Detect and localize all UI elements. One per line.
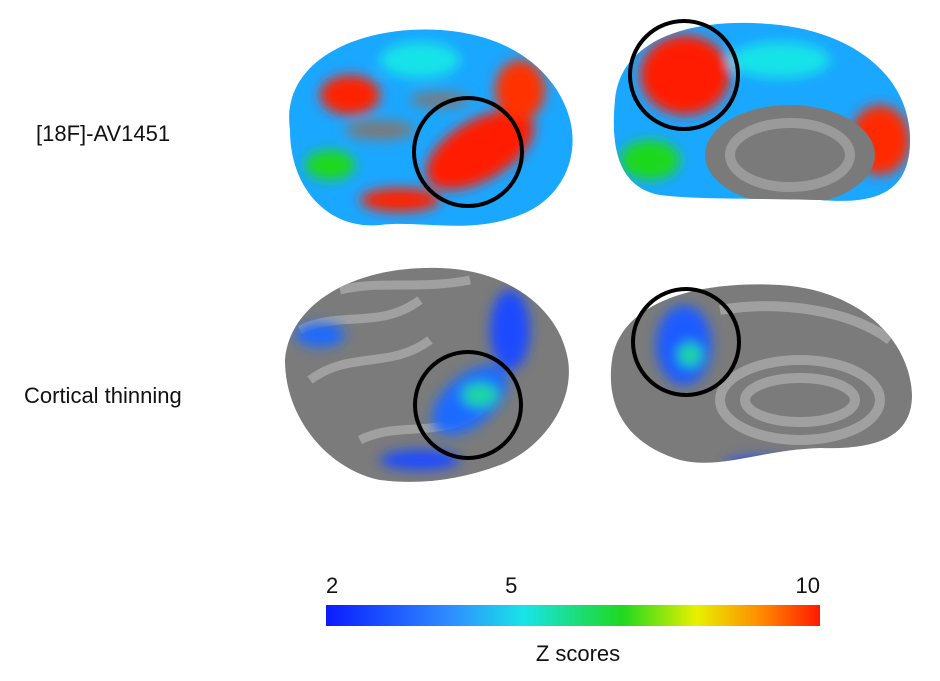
row-label: Cortical thinning <box>24 383 182 408</box>
circle <box>631 287 741 397</box>
highlight-circles <box>412 19 741 460</box>
circle <box>628 19 740 131</box>
circle <box>413 350 523 460</box>
brain-lateral-thinning <box>285 267 569 482</box>
circle <box>412 96 524 208</box>
colorbar-ticks: 2 5 10 <box>326 573 820 598</box>
brain-lateral-tau <box>289 29 573 226</box>
colorbar-label: Z scores <box>536 641 620 666</box>
colorbar-tick-label: 2 <box>326 573 338 598</box>
brain-medial-thinning <box>610 284 912 463</box>
colorbar-tick-label: 5 <box>505 573 517 598</box>
colorbar <box>326 605 820 626</box>
brain-medial-tau <box>613 22 910 201</box>
colorbar-tick-label: 10 <box>796 573 820 598</box>
row-label: [18F]-AV1451 <box>36 121 170 146</box>
